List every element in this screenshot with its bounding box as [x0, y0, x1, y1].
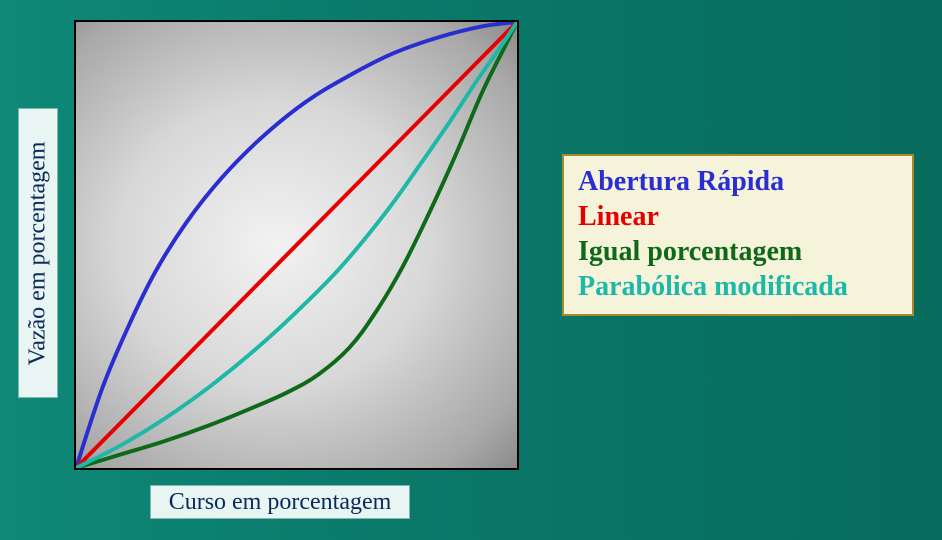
series-linear — [76, 22, 517, 468]
y-axis-label-box: Vazão em porcentagem — [18, 108, 58, 398]
legend-item-parabolica-modificada: Parabólica modificada — [578, 269, 898, 304]
y-axis-label: Vazão em porcentagem — [25, 141, 52, 365]
x-axis-label-box: Curso em porcentagem — [150, 485, 410, 519]
slide-stage: Vazão em porcentagem Curso em porcentage… — [0, 0, 942, 540]
legend-item-linear: Linear — [578, 199, 898, 234]
legend-item-abertura-rapida: Abertura Rápida — [578, 164, 898, 199]
legend-item-igual-porcentagem: Igual porcentagem — [578, 234, 898, 269]
x-axis-label: Curso em porcentagem — [169, 489, 392, 516]
chart-plot-area — [74, 20, 519, 470]
chart-svg — [76, 22, 517, 468]
legend-box: Abertura Rápida Linear Igual porcentagem… — [562, 154, 914, 316]
